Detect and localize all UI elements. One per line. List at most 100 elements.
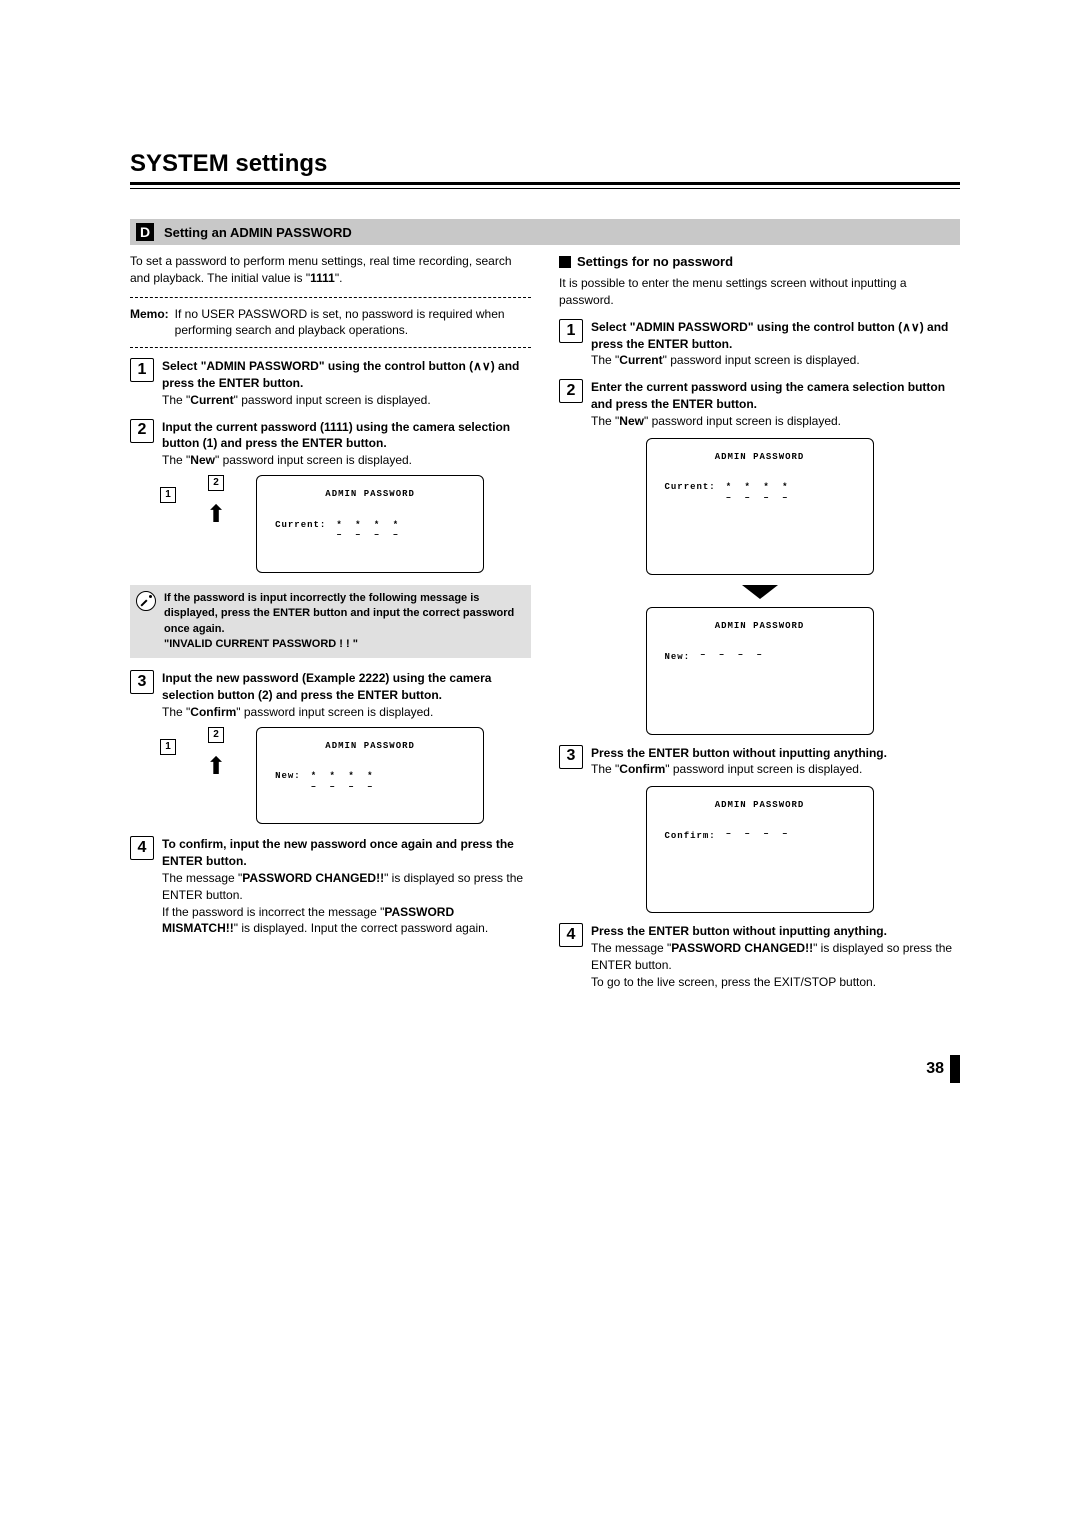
- rstep1-sub: The "Current" password input screen is d…: [591, 352, 960, 369]
- s3b: Confirm: [190, 705, 236, 719]
- step4-sub-a: The message "PASSWORD CHANGED!!" is disp…: [162, 870, 531, 904]
- screen-current-right: ADMIN PASSWORD Current: * * * * – – – –: [646, 438, 874, 576]
- r2c: " password input screen is displayed.: [644, 414, 841, 428]
- screen-dash: – – – –: [726, 492, 792, 505]
- r4b: PASSWORD CHANGED!!: [671, 941, 813, 955]
- section-title: Setting an ADMIN PASSWORD: [164, 225, 352, 240]
- subhead-text: Settings for no password: [577, 253, 733, 271]
- step2-sub: The "New" password input screen is displ…: [162, 452, 531, 469]
- warning-icon: [136, 591, 156, 611]
- rstep4-head: Press the ENTER button without inputting…: [591, 923, 960, 940]
- rstep4-sub-b: To go to the live screen, press the EXIT…: [591, 974, 960, 991]
- page-number: 38: [130, 1055, 960, 1083]
- step-number: 3: [130, 670, 154, 694]
- step-number: 2: [559, 379, 583, 403]
- right-step-2: 2 Enter the current password using the c…: [559, 379, 960, 429]
- page-number-text: 38: [926, 1060, 944, 1078]
- right-subhead: Settings for no password: [559, 253, 960, 271]
- step-number: 1: [559, 319, 583, 343]
- screen-new: ADMIN PASSWORD New: * * * * – – – –: [256, 727, 484, 825]
- up-arrow-icon: ⬆: [206, 509, 226, 521]
- dashed-rule-bottom: [130, 347, 531, 348]
- s4a: The message ": [162, 871, 242, 885]
- r1b: Current: [619, 353, 662, 367]
- r3c: " password input screen is displayed.: [665, 762, 862, 776]
- step4-sub-b: If the password is incorrect the message…: [162, 904, 531, 938]
- intro-b: ".: [335, 271, 343, 285]
- r3a: The ": [591, 762, 619, 776]
- dashed-rule-top: [130, 297, 531, 298]
- s4f: " is displayed. Input the correct passwo…: [234, 921, 488, 935]
- screen-hdr: ADMIN PASSWORD: [275, 488, 465, 501]
- left-column: To set a password to perform menu settin…: [130, 253, 531, 995]
- r4a: The message ": [591, 941, 671, 955]
- rstep2-sub: The "New" password input screen is displ…: [591, 413, 960, 430]
- page-bar-icon: [950, 1055, 960, 1083]
- r2a: The ": [591, 414, 619, 428]
- label-2: 2: [208, 727, 224, 743]
- warn-text-b: "INVALID CURRENT PASSWORD ! ! ": [164, 637, 525, 652]
- r1a: The ": [591, 353, 619, 367]
- left-step-4: 4 To confirm, input the new password onc…: [130, 836, 531, 937]
- s2c: " password input screen is displayed.: [215, 453, 412, 467]
- screen-hdr: ADMIN PASSWORD: [665, 451, 855, 464]
- screen-val: * * * *: [311, 771, 377, 781]
- page-title: SYSTEM settings: [130, 150, 960, 178]
- screen-label: New:: [275, 770, 301, 783]
- screen-new-right: ADMIN PASSWORD New: – – – –: [646, 607, 874, 734]
- s3a: The ": [162, 705, 190, 719]
- left-step-2: 2 Input the current password (1111) usin…: [130, 419, 531, 469]
- screen-confirm-right: ADMIN PASSWORD Confirm: – – – –: [646, 786, 874, 913]
- title-rule: [130, 182, 960, 189]
- screen-label: Current:: [665, 481, 716, 494]
- screen-val: * * * *: [336, 520, 402, 530]
- screen-val: * * * *: [726, 482, 792, 492]
- screen-dash: – – – –: [336, 529, 402, 542]
- screen-label: New:: [665, 651, 691, 664]
- rstep3-head: Press the ENTER button without inputting…: [591, 745, 960, 762]
- s4d: If the password is incorrect the message…: [162, 905, 384, 919]
- screen-hdr: ADMIN PASSWORD: [665, 620, 855, 633]
- step3-head: Input the new password (Example 2222) us…: [162, 670, 531, 704]
- up-arrow-icon: ⬆: [206, 761, 226, 773]
- step-number: 3: [559, 745, 583, 769]
- step-number: 4: [559, 923, 583, 947]
- screen-dash: – – – –: [311, 781, 377, 794]
- right-intro: It is possible to enter the menu setting…: [559, 275, 960, 309]
- down-arrow-icon: [742, 585, 778, 599]
- diagram-b: 1 2 ⬆ ADMIN PASSWORD New: * * * * – –: [160, 727, 531, 825]
- step-number: 1: [130, 358, 154, 382]
- screen-hdr: ADMIN PASSWORD: [275, 740, 465, 753]
- s1c: " password input screen is displayed.: [234, 393, 431, 407]
- diagram-a: 1 2 ⬆ ADMIN PASSWORD Current: * * * *: [160, 475, 531, 573]
- rstep1-head: Select "ADMIN PASSWORD" using the contro…: [591, 319, 960, 353]
- s2a: The ": [162, 453, 190, 467]
- intro-text: To set a password to perform menu settin…: [130, 253, 531, 287]
- warn-text-a: If the password is input incorrectly the…: [164, 591, 525, 637]
- intro-bold: 1111: [310, 271, 335, 285]
- r1c: " password input screen is displayed.: [663, 353, 860, 367]
- step-number: 2: [130, 419, 154, 443]
- rstep2-head: Enter the current password using the cam…: [591, 379, 960, 413]
- rstep4-sub-a: The message "PASSWORD CHANGED!!" is disp…: [591, 940, 960, 974]
- step1-sub: The "Current" password input screen is d…: [162, 392, 531, 409]
- screen-current: ADMIN PASSWORD Current: * * * * – – – –: [256, 475, 484, 573]
- r2b: New: [619, 414, 644, 428]
- s2b: New: [190, 453, 215, 467]
- warning: If the password is input incorrectly the…: [130, 585, 531, 659]
- label-1: 1: [160, 487, 176, 503]
- memo: Memo: If no USER PASSWORD is set, no pas…: [130, 306, 531, 340]
- s1a: The ": [162, 393, 190, 407]
- screen-label: Current:: [275, 519, 326, 532]
- s3c: " password input screen is displayed.: [236, 705, 433, 719]
- square-icon: [559, 256, 571, 268]
- memo-text: If no USER PASSWORD is set, no password …: [175, 306, 531, 340]
- r3b: Confirm: [619, 762, 665, 776]
- step3-sub: The "Confirm" password input screen is d…: [162, 704, 531, 721]
- right-step-1: 1 Select "ADMIN PASSWORD" using the cont…: [559, 319, 960, 369]
- step1-head: Select "ADMIN PASSWORD" using the contro…: [162, 358, 531, 392]
- rstep3-sub: The "Confirm" password input screen is d…: [591, 761, 960, 778]
- label-2: 2: [208, 475, 224, 491]
- left-step-1: 1 Select "ADMIN PASSWORD" using the cont…: [130, 358, 531, 408]
- right-column: Settings for no password It is possible …: [559, 253, 960, 995]
